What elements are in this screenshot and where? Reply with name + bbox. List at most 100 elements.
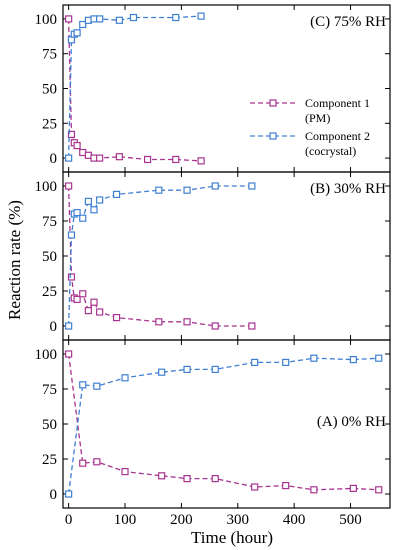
data-point <box>65 322 73 330</box>
data-point <box>158 368 166 376</box>
data-point <box>375 354 383 362</box>
y-tick-label: 75 <box>42 382 57 398</box>
data-point <box>282 358 290 366</box>
x-axis-title: Time (hour) <box>191 528 273 547</box>
y-tick-label: 0 <box>50 487 58 503</box>
legend-marker-2 <box>269 132 277 140</box>
series-line-2 <box>67 15 202 159</box>
data-point <box>96 308 104 316</box>
data-point <box>96 154 104 162</box>
data-point <box>211 182 219 190</box>
data-point <box>211 365 219 373</box>
data-point <box>79 290 87 298</box>
legend: Component 1(PM) Component 2(cocrystal) <box>250 96 370 158</box>
data-point <box>211 475 219 483</box>
data-point <box>84 307 92 315</box>
data-point <box>248 182 256 190</box>
y-tick-label: 50 <box>42 249 57 265</box>
y-tick-label: 100 <box>35 12 58 28</box>
y-tick-label: 75 <box>42 214 57 230</box>
data-point <box>115 16 123 24</box>
data-point <box>67 273 76 281</box>
panel-1: 0 25 50 75 100 (B) 30% RH <box>35 171 391 341</box>
y-tick-label: 75 <box>42 47 57 63</box>
x-tick-label: 300 <box>227 512 250 528</box>
data-point <box>67 231 76 239</box>
legend-marker-1 <box>269 99 277 107</box>
data-point <box>172 155 180 164</box>
data-point <box>112 314 121 322</box>
data-point <box>211 322 219 330</box>
data-point <box>84 197 92 205</box>
data-point <box>79 459 87 467</box>
data-point <box>65 490 73 498</box>
data-point <box>79 20 87 29</box>
data-point <box>112 190 121 198</box>
data-point <box>155 186 163 194</box>
y-tick-label: 25 <box>42 116 57 132</box>
data-point <box>183 186 191 194</box>
data-point <box>73 141 81 150</box>
data-point <box>79 214 87 222</box>
y-tick-label: 25 <box>42 452 57 468</box>
data-point <box>183 475 191 483</box>
data-point <box>197 157 205 165</box>
data-point <box>93 458 101 466</box>
data-point <box>96 196 104 204</box>
series-line-1 <box>67 18 202 162</box>
data-point <box>310 486 318 494</box>
panel-label: (C) 75% RH <box>310 14 386 30</box>
data-point <box>158 472 166 480</box>
y-tick-label: 50 <box>42 82 57 98</box>
panel-label: (A) 0% RH <box>317 414 386 430</box>
x-tick-label: 400 <box>283 512 306 528</box>
y-tick-label: 100 <box>35 179 58 195</box>
data-point <box>129 13 138 22</box>
data-point <box>197 12 205 20</box>
data-point <box>90 298 98 306</box>
data-point <box>67 130 76 139</box>
panel-frame <box>62 171 391 341</box>
data-point <box>143 155 152 164</box>
data-point <box>155 318 163 326</box>
panel-label: (B) 30% RH <box>310 181 386 197</box>
data-point <box>73 29 81 37</box>
panel-0: 0 25 50 75 100 (C) 75% RH <box>35 4 391 173</box>
x-tick-label: 500 <box>339 512 362 528</box>
data-point <box>90 206 98 214</box>
data-point <box>349 484 357 492</box>
data-point <box>79 381 87 389</box>
data-point <box>310 354 318 362</box>
data-point <box>65 154 73 162</box>
data-point <box>96 15 104 23</box>
data-point <box>121 468 129 476</box>
panel-2: 0 25 50 75 100 0 100 200 300 400 500 (A) 0% RH <box>35 339 391 528</box>
data-point <box>375 486 383 494</box>
data-point <box>251 483 259 491</box>
y-tick-label: 50 <box>42 417 57 433</box>
data-point <box>93 382 101 390</box>
y-axis-title: Reaction rate (%) <box>5 200 24 320</box>
data-point <box>73 295 81 303</box>
x-tick-label: 0 <box>65 512 73 528</box>
data-point <box>248 322 256 330</box>
data-point <box>73 209 81 217</box>
data-point <box>115 153 123 161</box>
data-point <box>65 350 73 358</box>
legend-sublabel-2: (cocrystal) <box>305 144 356 158</box>
data-point <box>349 356 357 364</box>
plot-layer: 0 25 50 75 100 (C) 75% RH 0 25 50 75 100 (B) 30% RH… <box>35 4 391 528</box>
data-point <box>65 182 73 190</box>
data-point <box>65 15 73 23</box>
data-point <box>121 374 129 382</box>
x-tick-label: 200 <box>170 512 193 528</box>
y-tick-label: 0 <box>50 151 58 167</box>
legend-label-1: Component 1 <box>305 96 370 110</box>
legend-label-2: Component 2 <box>305 129 370 143</box>
x-tick-label: 100 <box>114 512 137 528</box>
data-point <box>183 365 191 373</box>
y-tick-label: 0 <box>50 319 58 335</box>
data-point <box>172 13 180 22</box>
y-tick-label: 25 <box>42 284 57 300</box>
